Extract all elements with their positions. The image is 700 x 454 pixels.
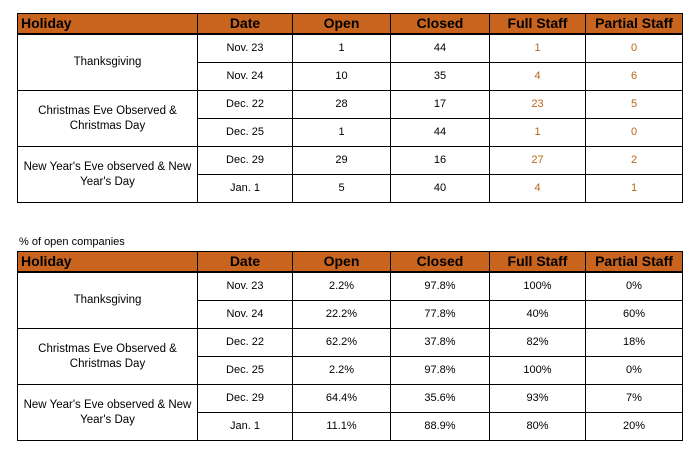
open-cell: 1	[292, 118, 391, 147]
date-cell: Dec. 22	[197, 90, 293, 119]
date-cell: Nov. 24	[197, 62, 293, 91]
open-cell: 64.4%	[292, 384, 391, 413]
closed-cell: 37.8%	[390, 328, 490, 357]
full-staff-cell: 82%	[489, 328, 586, 357]
partial-staff-cell: 7%	[585, 384, 683, 413]
partial-staff-cell: 6	[585, 62, 683, 91]
full-staff-cell: 4	[489, 62, 586, 91]
holiday-cell: Thanksgiving	[17, 271, 198, 329]
open-cell: 2.2%	[292, 271, 391, 301]
date-cell: Dec. 25	[197, 118, 293, 147]
open-cell: 1	[292, 33, 391, 63]
full-staff-cell: 40%	[489, 300, 586, 329]
full-staff-cell: 27	[489, 146, 586, 175]
header-open: Open	[292, 13, 391, 35]
partial-staff-cell: 0	[585, 118, 683, 147]
partial-staff-cell: 5	[585, 90, 683, 119]
open-cell: 22.2%	[292, 300, 391, 329]
table-row: Nov. 24 22.2% 77.8% 40% 60%	[18, 300, 683, 329]
full-staff-cell: 80%	[489, 412, 586, 441]
closed-cell: 17	[390, 90, 490, 119]
closed-cell: 77.8%	[390, 300, 490, 329]
holiday-cell: New Year's Eve observed & New Year's Day	[17, 146, 198, 203]
date-cell: Nov. 23	[197, 271, 293, 301]
holiday-cell: New Year's Eve observed & New Year's Day	[17, 384, 198, 441]
open-cell: 10	[292, 62, 391, 91]
holiday-counts-table: Holiday Date Open Closed Full Staff Part…	[17, 13, 683, 203]
closed-cell: 35	[390, 62, 490, 91]
full-staff-cell: 23	[489, 90, 586, 119]
full-staff-cell: 100%	[489, 271, 586, 301]
holiday-cell: Thanksgiving	[17, 33, 198, 91]
header-date: Date	[197, 13, 293, 35]
closed-cell: 44	[390, 118, 490, 147]
header-full-staff: Full Staff	[489, 251, 586, 273]
date-cell: Dec. 29	[197, 384, 293, 413]
table-header-row: Holiday Date Open Closed Full Staff Part…	[17, 251, 683, 273]
header-partial-staff: Partial Staff	[585, 251, 683, 273]
table-header-row: Holiday Date Open Closed Full Staff Part…	[17, 13, 683, 35]
partial-staff-cell: 60%	[585, 300, 683, 329]
date-cell: Nov. 24	[197, 300, 293, 329]
percent-table-caption: % of open companies	[19, 236, 125, 248]
full-staff-cell: 93%	[489, 384, 586, 413]
open-cell: 11.1%	[292, 412, 391, 441]
header-holiday: Holiday	[17, 13, 198, 35]
table-row: Jan. 1 5 40 4 1	[18, 174, 683, 203]
date-cell: Nov. 23	[197, 33, 293, 63]
date-cell: Jan. 1	[197, 174, 293, 203]
partial-staff-cell: 2	[585, 146, 683, 175]
header-full-staff: Full Staff	[489, 13, 586, 35]
partial-staff-cell: 1	[585, 174, 683, 203]
table-row: Dec. 25 2.2% 97.8% 100% 0%	[18, 356, 683, 385]
holiday-cell: Christmas Eve Observed & Christmas Day	[17, 90, 198, 147]
full-staff-cell: 1	[489, 33, 586, 63]
header-open: Open	[292, 251, 391, 273]
closed-cell: 16	[390, 146, 490, 175]
open-cell: 2.2%	[292, 356, 391, 385]
table-row: Jan. 1 11.1% 88.9% 80% 20%	[18, 412, 683, 441]
date-cell: Dec. 29	[197, 146, 293, 175]
open-cell: 28	[292, 90, 391, 119]
table-row: Thanksgiving Nov. 23 2.2% 97.8% 100% 0%	[17, 271, 683, 329]
table-row: Thanksgiving Nov. 23 1 44 1 0	[17, 33, 683, 91]
date-cell: Dec. 22	[197, 328, 293, 357]
full-staff-cell: 4	[489, 174, 586, 203]
table-row: Nov. 24 10 35 4 6	[18, 62, 683, 91]
header-date: Date	[197, 251, 293, 273]
date-cell: Jan. 1	[197, 412, 293, 441]
partial-staff-cell: 18%	[585, 328, 683, 357]
partial-staff-cell: 0	[585, 33, 683, 63]
open-cell: 62.2%	[292, 328, 391, 357]
partial-staff-cell: 0%	[585, 271, 683, 301]
header-closed: Closed	[390, 13, 490, 35]
header-holiday: Holiday	[17, 251, 198, 273]
partial-staff-cell: 0%	[585, 356, 683, 385]
header-closed: Closed	[390, 251, 490, 273]
closed-cell: 88.9%	[390, 412, 490, 441]
closed-cell: 40	[390, 174, 490, 203]
full-staff-cell: 100%	[489, 356, 586, 385]
table-row: Christmas Eve Observed & Christmas Day D…	[17, 328, 683, 385]
holiday-cell: Christmas Eve Observed & Christmas Day	[17, 328, 198, 385]
full-staff-cell: 1	[489, 118, 586, 147]
partial-staff-cell: 20%	[585, 412, 683, 441]
table-row: New Year's Eve observed & New Year's Day…	[17, 146, 683, 203]
closed-cell: 44	[390, 33, 490, 63]
holiday-percent-table: Holiday Date Open Closed Full Staff Part…	[17, 251, 683, 441]
table-row: New Year's Eve observed & New Year's Day…	[17, 384, 683, 441]
header-partial-staff: Partial Staff	[585, 13, 683, 35]
closed-cell: 35.6%	[390, 384, 490, 413]
table-row: Christmas Eve Observed & Christmas Day D…	[17, 90, 683, 147]
closed-cell: 97.8%	[390, 271, 490, 301]
open-cell: 5	[292, 174, 391, 203]
closed-cell: 97.8%	[390, 356, 490, 385]
date-cell: Dec. 25	[197, 356, 293, 385]
open-cell: 29	[292, 146, 391, 175]
